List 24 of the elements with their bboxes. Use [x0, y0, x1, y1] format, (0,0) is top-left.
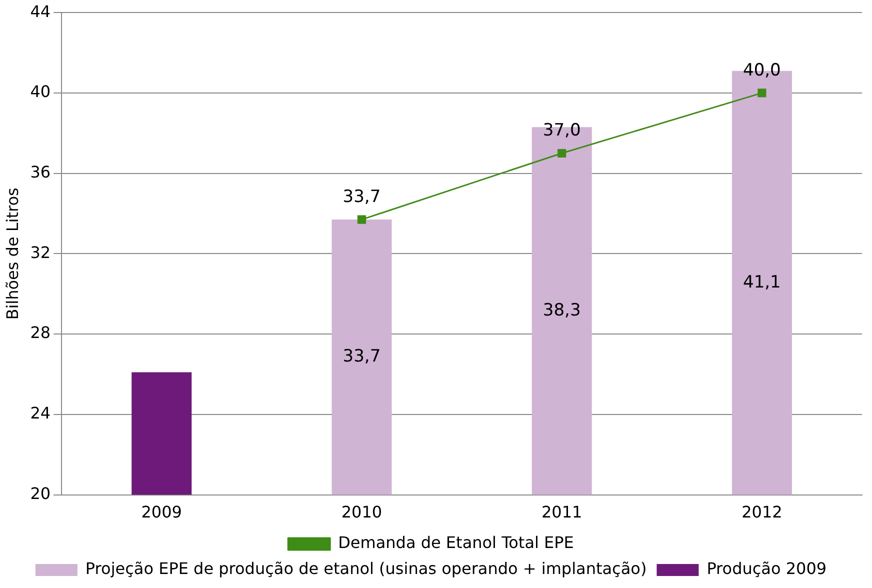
x-tick-label: 2011 [541, 502, 582, 522]
x-tick-label: 2009 [141, 502, 182, 522]
data-label: 40,0 [743, 60, 781, 80]
x-tick-label: 2012 [742, 502, 782, 522]
y-tick-label: 28 [30, 323, 51, 342]
point [357, 215, 366, 224]
point [758, 88, 766, 98]
data-label: 37,0 [542, 120, 581, 141]
y-tick-label: 44 [30, 2, 51, 21]
y-axis-title: Bilhões de Litros [2, 188, 22, 320]
legend-label: Demanda de Etanol Total EPE [338, 533, 574, 552]
data-label: 33,7 [342, 346, 381, 367]
data-label: 33,7 [342, 186, 381, 207]
y-tick-label: 32 [30, 242, 51, 262]
point [558, 148, 566, 158]
y-tick-label: 20 [30, 484, 51, 503]
legend-label: Produção 2009 [706, 559, 827, 578]
data-label: 38,3 [542, 300, 581, 320]
data-label: 41,1 [743, 272, 781, 292]
y-tick-label: 40 [30, 82, 51, 102]
y-tick-label: 24 [30, 404, 51, 423]
legend-label: Projeção EPE de produção de etanol (usinas operando + implantação) [85, 559, 647, 578]
y-tick-label: 36 [30, 162, 51, 182]
x-tick-label: 2010 [341, 502, 382, 522]
